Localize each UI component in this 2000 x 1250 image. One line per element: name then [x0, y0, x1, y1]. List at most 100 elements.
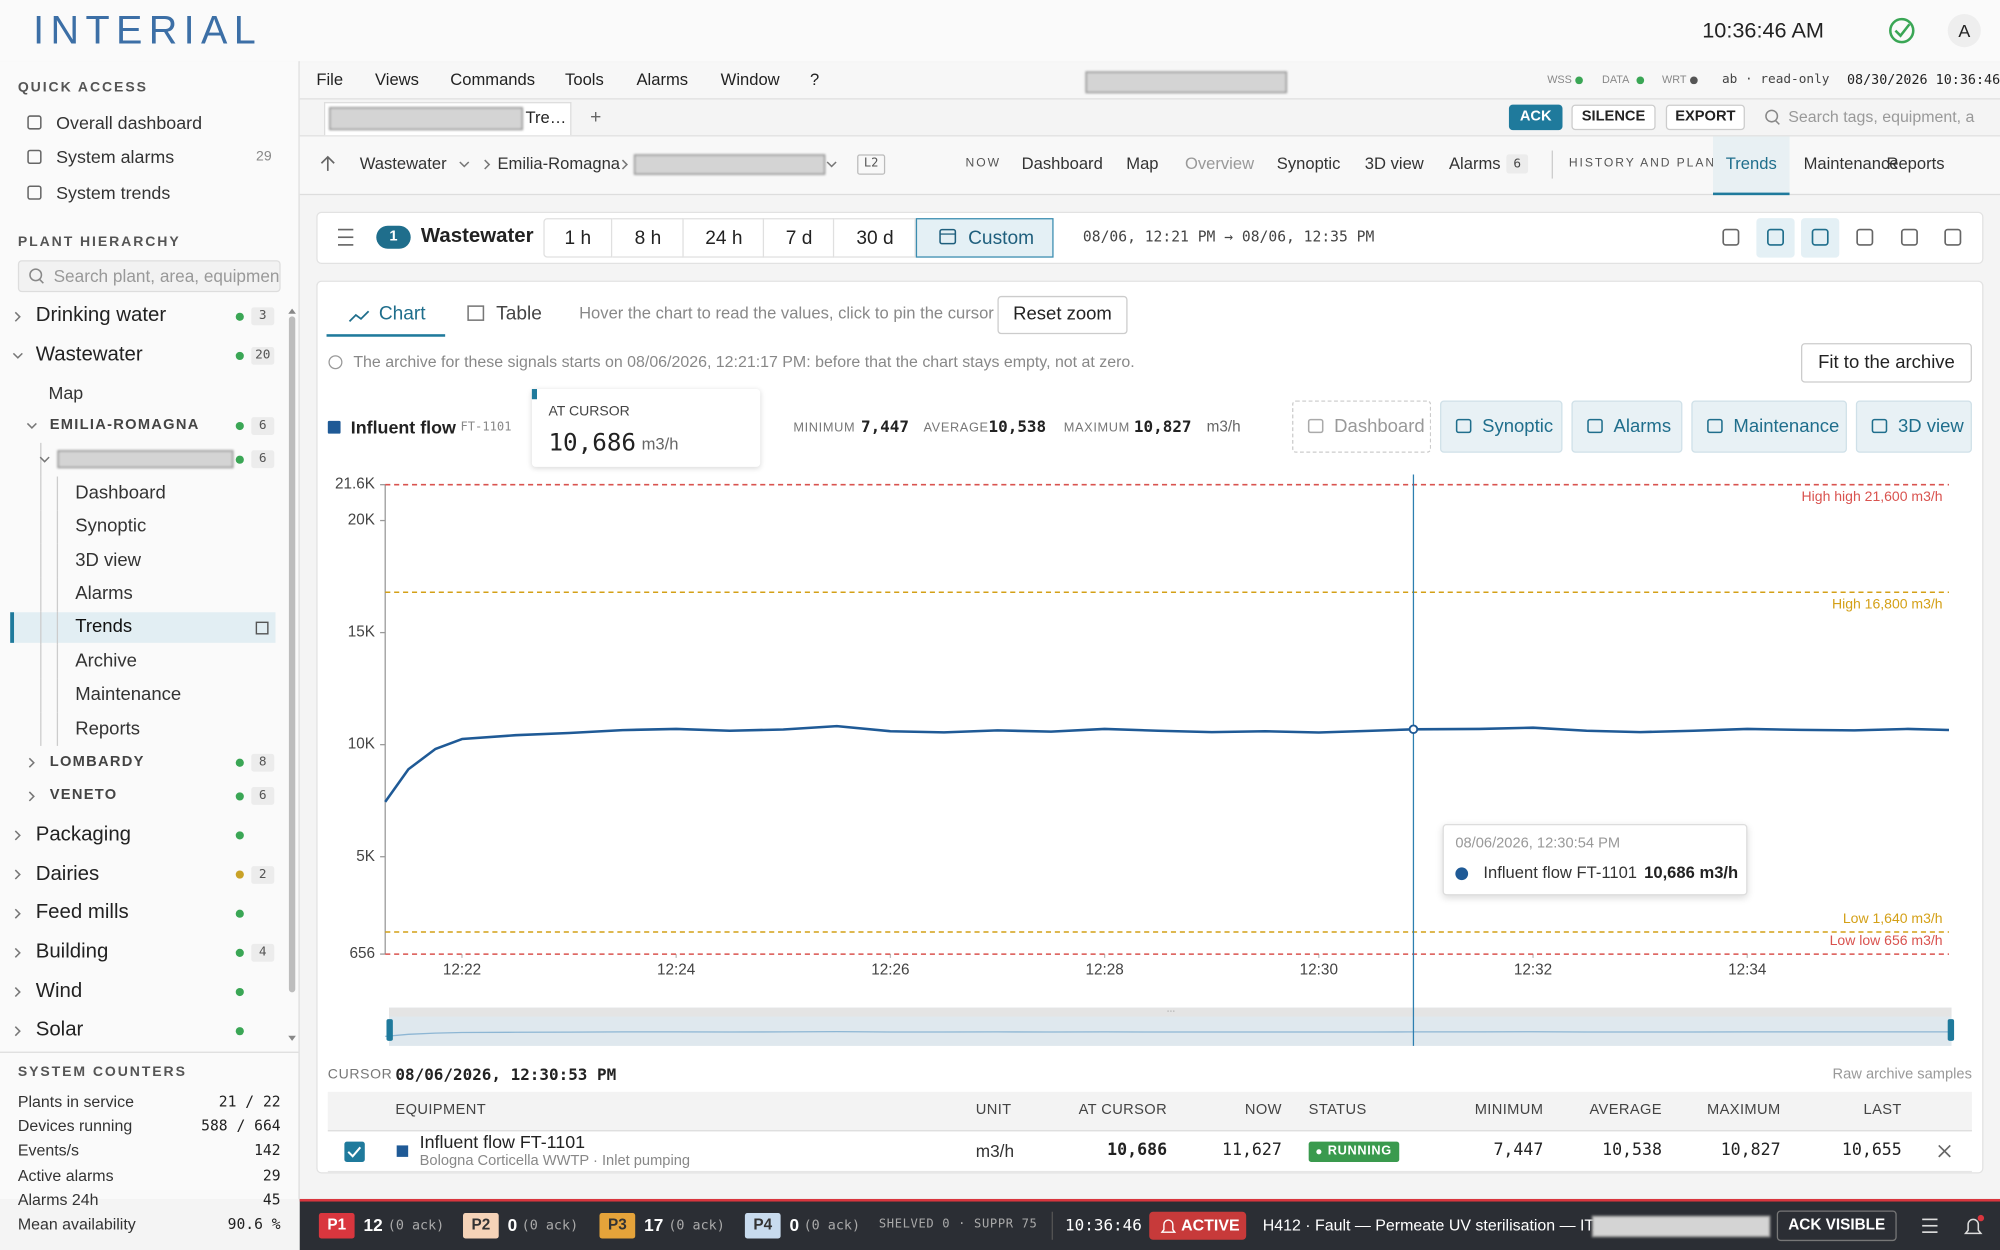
button-label[interactable]: ACK — [1519, 108, 1552, 125]
nav-item[interactable]: 3D view — [1364, 153, 1424, 173]
range-button[interactable] — [683, 218, 765, 258]
counter-value: 90.6 % — [227, 1214, 281, 1233]
button[interactable] — [997, 295, 1128, 335]
range-label[interactable]: 1 h — [564, 227, 592, 250]
tree-item[interactable]: LOMBARDY — [49, 754, 145, 770]
button-label[interactable]: ACK VISIBLE — [1788, 1215, 1886, 1234]
button[interactable] — [1801, 343, 1972, 383]
nav-item[interactable]: Dashboard — [1021, 153, 1103, 173]
tree-item[interactable]: Wastewater — [35, 344, 143, 366]
button-label[interactable]: Fit to the archive — [1818, 352, 1955, 374]
redacted — [57, 450, 234, 469]
row-swatch — [396, 1145, 409, 1157]
range-button[interactable] — [915, 218, 1054, 258]
counter-label: Devices running — [17, 1117, 133, 1136]
range-button[interactable] — [834, 218, 916, 258]
range-button[interactable] — [612, 218, 684, 258]
link-label[interactable]: Maintenance — [1733, 416, 1840, 438]
search-box[interactable] — [17, 260, 281, 293]
tab-title[interactable]: Tre… — [525, 107, 567, 127]
add-tab[interactable]: + — [590, 106, 602, 129]
menu-item[interactable]: Views — [374, 69, 419, 89]
breadcrumb[interactable]: Wastewater — [359, 153, 447, 173]
tree-item[interactable]: Alarms — [75, 583, 133, 605]
range-label[interactable]: 30 d — [856, 227, 894, 250]
counter-label: Active alarms — [17, 1166, 114, 1185]
section-label: HISTORY AND PLAN — [1568, 156, 1716, 171]
checkbox[interactable] — [344, 1141, 365, 1162]
button[interactable] — [1571, 104, 1656, 131]
status-indicator: DATA — [1602, 72, 1630, 86]
button-label[interactable]: EXPORT — [1675, 108, 1736, 125]
priority-ack: (0 ack) — [803, 1218, 861, 1234]
link-label[interactable]: Synoptic — [1482, 416, 1554, 438]
counter-label: Mean availability — [17, 1215, 136, 1234]
signal-name: Influent flow — [350, 417, 456, 438]
count: 6 — [258, 418, 267, 433]
tree-item[interactable]: Maintenance — [75, 684, 182, 706]
tree-item[interactable]: Building — [35, 941, 109, 963]
tree-item[interactable]: Map — [48, 382, 84, 403]
menu-item[interactable]: Window — [720, 69, 780, 89]
priority-ack: (0 ack) — [521, 1218, 579, 1234]
count-badge — [1506, 154, 1529, 174]
tree-item[interactable]: Archive — [75, 651, 137, 672]
nav-item[interactable]: Trends — [1725, 153, 1777, 173]
priority-count: 17 — [644, 1215, 664, 1236]
tree-item[interactable]: EMILIA-ROMAGNA — [49, 417, 200, 433]
tree-item[interactable]: Drinking water — [35, 305, 167, 327]
menu-item[interactable]: Commands — [450, 69, 536, 89]
avatar-letter: A — [1958, 20, 1971, 41]
nav-item[interactable]: Reports — [1886, 153, 1945, 173]
tree-item[interactable]: Reports — [75, 718, 141, 739]
priority-badge — [463, 1213, 499, 1239]
quick-access-item[interactable]: System alarms — [56, 146, 175, 168]
button-label[interactable]: SILENCE — [1581, 108, 1646, 125]
nav-item[interactable]: Maintenance — [1803, 153, 1899, 173]
button-label[interactable]: Reset zoom — [1013, 304, 1112, 325]
menu-item[interactable]: ? — [809, 69, 820, 89]
link-label[interactable]: 3D view — [1897, 416, 1964, 438]
tree-item[interactable]: Dairies — [35, 862, 100, 885]
tree-item[interactable]: 3D view — [75, 550, 142, 571]
cell-value: 10,827 — [1720, 1140, 1781, 1161]
panel-tab[interactable]: Table — [496, 302, 542, 325]
range-label[interactable]: Custom — [968, 227, 1035, 250]
table-row — [327, 1131, 1972, 1173]
quick-access-item[interactable]: System trends — [56, 182, 171, 203]
breadcrumb[interactable]: Emilia-Romagna — [497, 153, 621, 173]
menu-item[interactable]: Tools — [565, 69, 604, 89]
column-header: EQUIPMENT — [395, 1102, 487, 1118]
range-label[interactable]: 7 d — [785, 227, 813, 250]
nav-item[interactable]: Synoptic — [1276, 153, 1341, 173]
status-indicator: WSS — [1547, 72, 1572, 86]
tooltip-time: 08/06/2026, 12:30:54 PM — [1455, 835, 1621, 852]
priority-count: 0 — [507, 1215, 518, 1236]
button[interactable] — [1508, 104, 1563, 131]
shelved: SHELVED 0 · SUPPR 75 — [878, 1217, 1038, 1232]
tree-item[interactable]: Feed mills — [35, 901, 129, 924]
nav-item[interactable]: Alarms — [1448, 153, 1501, 173]
priority-ack: (0 ack) — [668, 1218, 725, 1234]
button[interactable] — [1776, 1210, 1897, 1242]
tree-item[interactable]: Trends — [75, 617, 133, 638]
tree-item[interactable]: Solar — [35, 1019, 84, 1042]
range-label[interactable]: 8 h — [634, 227, 662, 250]
menu-item[interactable]: Alarms — [636, 69, 689, 89]
quick-access-item[interactable]: Overall dashboard — [56, 112, 203, 133]
menu-item[interactable]: File — [316, 69, 344, 89]
nav-item[interactable]: Map — [1126, 153, 1159, 173]
tree-item[interactable]: VENETO — [49, 787, 118, 804]
range-button[interactable] — [543, 218, 613, 258]
search-placeholder[interactable]: Search tags, equipment, a — [1788, 108, 1975, 127]
tree-item[interactable]: Synoptic — [75, 516, 147, 537]
tree-item[interactable]: Dashboard — [75, 482, 166, 504]
column-header: MAXIMUM — [1707, 1102, 1781, 1118]
tree-item[interactable]: Wind — [35, 980, 83, 1002]
range-button[interactable] — [764, 218, 835, 258]
button[interactable] — [1665, 104, 1745, 131]
panel-tab[interactable]: Chart — [378, 302, 426, 325]
range-label[interactable]: 24 h — [705, 227, 743, 250]
link-label[interactable]: Alarms — [1613, 416, 1672, 438]
tree-item[interactable]: Packaging — [35, 823, 132, 846]
